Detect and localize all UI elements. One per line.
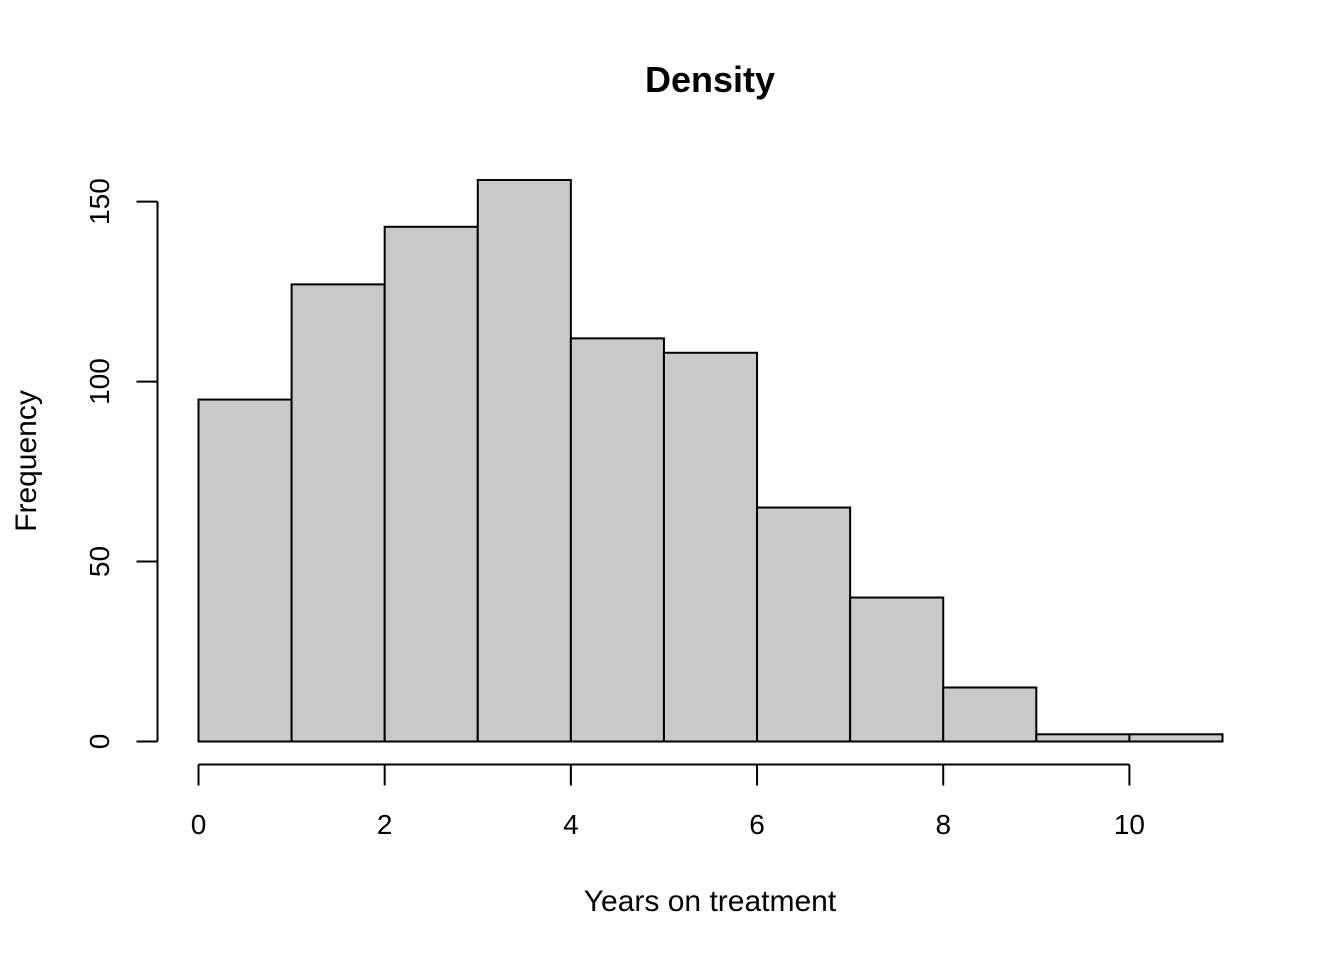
histogram-bar-1: [290, 283, 386, 743]
histogram-bar-3: [476, 179, 572, 743]
y-tick-label-2: 100: [84, 358, 115, 405]
y-axis: 0 50 100 150: [84, 178, 159, 750]
histogram-bar-2: [383, 225, 479, 743]
y-axis-label: Frequency: [10, 390, 43, 532]
histogram-bar-8: [942, 686, 1038, 743]
x-axis-label: Years on treatment: [584, 885, 837, 918]
x-axis: 0 2 4 6 8 10: [191, 763, 1145, 840]
histogram-bar-0: [197, 398, 293, 743]
y-tick-label-3: 150: [84, 178, 115, 225]
histogram-bar-6: [756, 506, 852, 743]
histogram-bar-9: [1035, 733, 1131, 743]
histogram-bar-10: [1128, 733, 1224, 743]
y-tick-label-1: 50: [84, 546, 115, 577]
x-tick-label-4: 8: [935, 809, 951, 840]
x-tick-label-2: 4: [563, 809, 579, 840]
histogram-bar-5: [662, 351, 759, 743]
histogram-bar-7: [849, 596, 945, 743]
histogram-bar-4: [569, 337, 665, 743]
chart-title: Density: [645, 59, 775, 100]
x-tick-label-0: 0: [191, 809, 207, 840]
bars-group: [197, 179, 1224, 743]
x-tick-label-1: 2: [377, 809, 393, 840]
x-tick-label-5: 10: [1114, 809, 1145, 840]
y-tick-label-0: 0: [84, 734, 115, 750]
x-tick-label-3: 6: [749, 809, 765, 840]
